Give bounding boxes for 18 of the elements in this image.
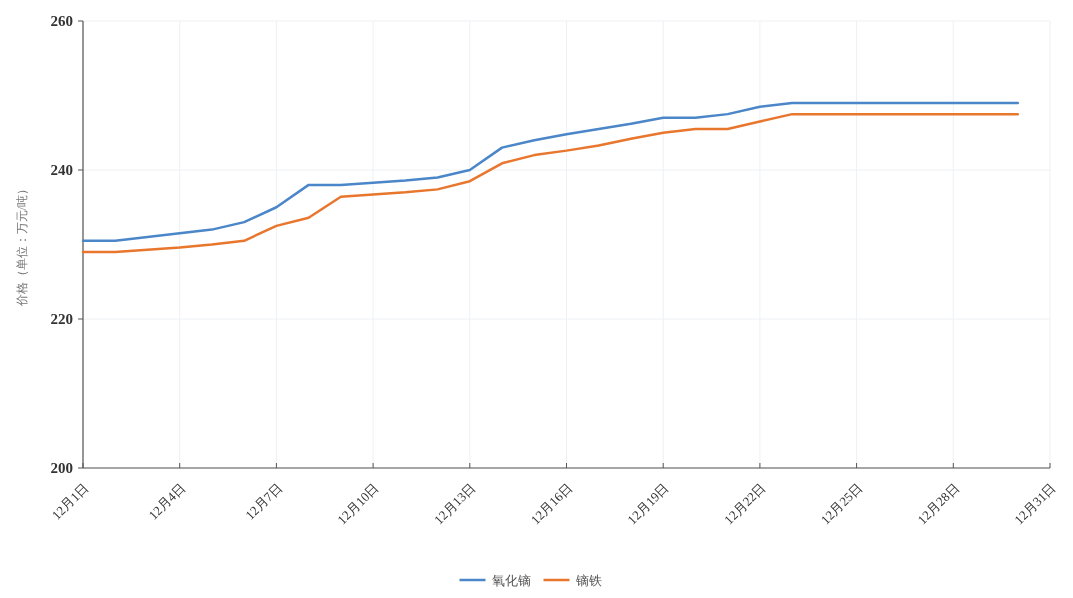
- x-tick-label: 12月1日: [48, 479, 92, 523]
- x-tick-label: 12月4日: [145, 479, 189, 523]
- x-tick-label: 12月16日: [527, 479, 576, 528]
- x-tick-label: 12月19日: [624, 479, 672, 528]
- y-tick-label: 260: [50, 13, 73, 29]
- legend-label: 镝铁: [574, 573, 602, 588]
- legend-label: 氧化镝: [491, 573, 531, 588]
- x-tick-label: 12月13日: [430, 479, 479, 528]
- y-tick-label: 200: [50, 460, 73, 476]
- x-tick-label: 12月22日: [721, 479, 769, 528]
- x-tick-label: 12月28日: [914, 479, 962, 528]
- y-tick-label: 240: [50, 162, 73, 178]
- x-tick-label: 12月25日: [817, 479, 866, 528]
- x-tick-label: 12月7日: [242, 479, 285, 523]
- y-tick-label: 220: [50, 311, 73, 327]
- y-axis-title: 价格（单位：万元/吨）: [15, 182, 29, 308]
- x-tick-label: 12月31日: [1011, 479, 1059, 528]
- x-tick-label: 12月10日: [334, 479, 382, 528]
